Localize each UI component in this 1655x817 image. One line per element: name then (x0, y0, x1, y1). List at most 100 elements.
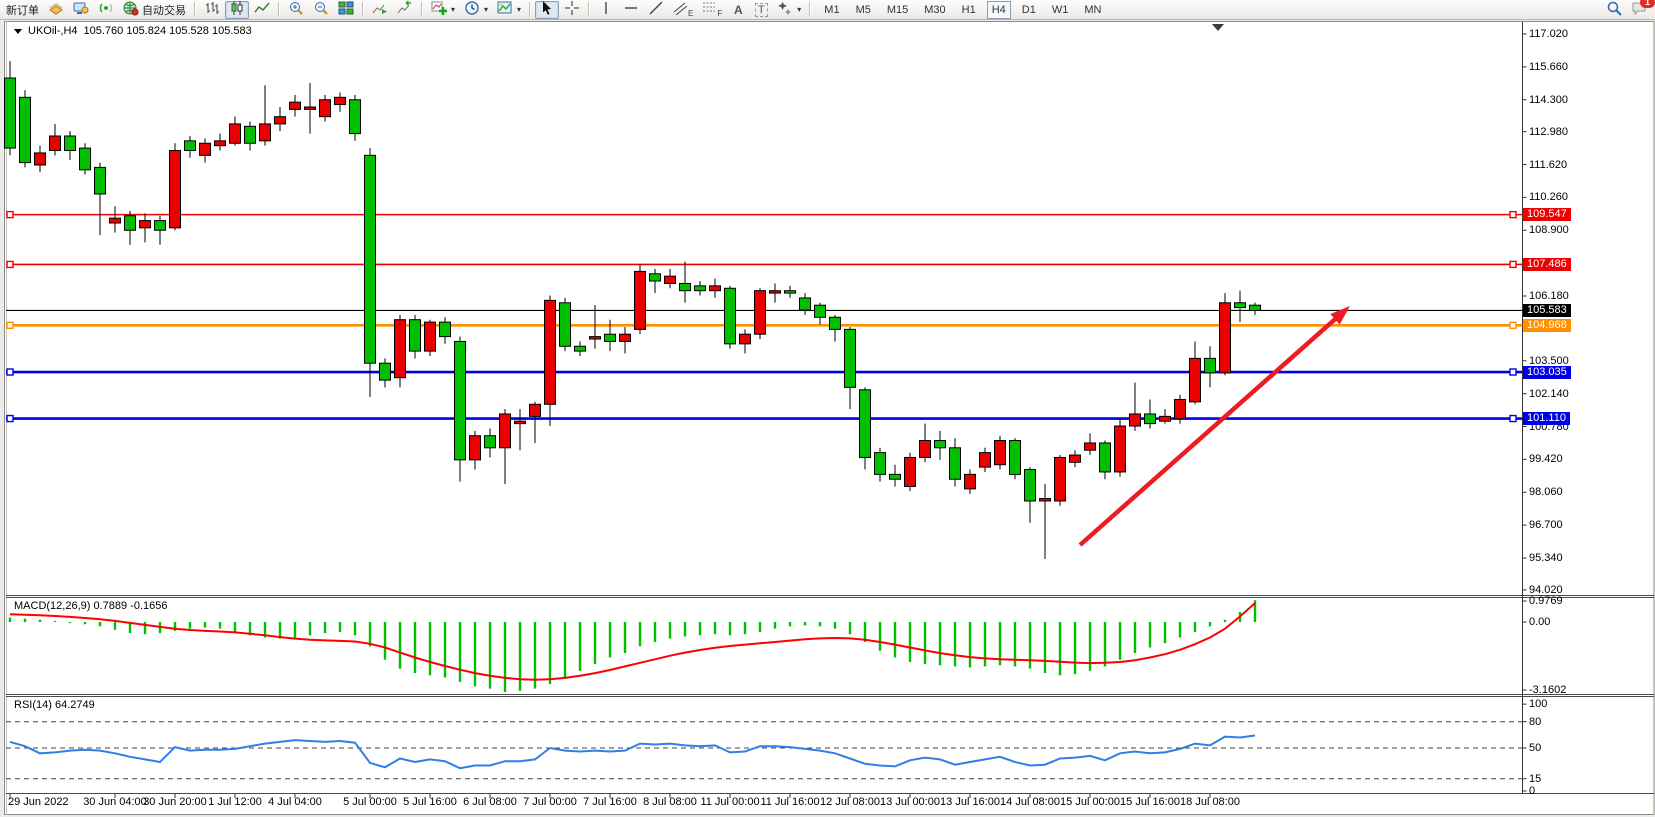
indicator-plus-icon (431, 0, 447, 19)
candle (724, 285, 736, 349)
candle (574, 341, 586, 356)
candle (949, 438, 961, 487)
toolbar-separator (362, 2, 364, 17)
candle (1129, 382, 1141, 431)
price-line-handle-left[interactable] (6, 260, 14, 269)
auto-scroll-button[interactable] (368, 1, 392, 19)
cursor-tool-button[interactable] (535, 0, 560, 19)
chart-window-title: UKOil-,H4 105.760 105.824 105.528 105.58… (14, 25, 252, 37)
candle (544, 295, 556, 427)
price-line-handle-right[interactable] (1509, 321, 1517, 329)
dropdown-caret-icon[interactable]: ▾ (797, 5, 802, 14)
candle (1159, 409, 1171, 424)
zoom-in-button[interactable] (284, 1, 308, 19)
candle (814, 302, 826, 325)
price-line-handle-left[interactable] (6, 414, 14, 423)
price-line-handle-left[interactable] (6, 321, 14, 329)
timeframe-button-m30[interactable]: M30 (924, 3, 946, 16)
candle (334, 92, 346, 112)
price-line-handle-left[interactable] (6, 368, 14, 376)
tile-windows-icon (338, 0, 354, 19)
timeframe-button-d1[interactable]: D1 (1021, 3, 1036, 16)
equidistant-channel-tool-button[interactable]: E (669, 1, 697, 19)
dropdown-caret-icon[interactable]: ▾ (517, 5, 522, 14)
candle (694, 281, 706, 296)
vertical-line-icon (598, 0, 614, 19)
price-line-handle-right[interactable] (1509, 260, 1517, 269)
line-chart-mode-button[interactable] (250, 1, 274, 19)
candle (1144, 399, 1156, 429)
search-icon[interactable] (1606, 0, 1623, 20)
candle (799, 293, 811, 315)
bar-chart-mode-button[interactable] (200, 1, 224, 19)
candle (304, 82, 316, 134)
arrows-tool-button[interactable]: ▾ (773, 1, 805, 19)
autotrading-button[interactable]: 自动交易 (119, 1, 190, 19)
notifications-button[interactable]: 1 (1631, 0, 1655, 20)
chart-dropdown-icon[interactable] (14, 28, 22, 34)
candle (709, 278, 721, 298)
candle (1084, 433, 1096, 456)
price-line-handle-right[interactable] (1509, 368, 1517, 376)
candle (589, 305, 601, 349)
horizontal-line-icon (623, 0, 639, 19)
candle (94, 162, 106, 236)
chart-shift-marker-icon[interactable] (1212, 24, 1224, 31)
text-tool-button[interactable]: A (727, 1, 749, 19)
zoom-out-button[interactable] (309, 1, 333, 19)
channel-icon (673, 0, 688, 19)
candlestick-mode-button[interactable] (225, 0, 249, 19)
candle (1189, 341, 1201, 405)
candle (409, 314, 421, 359)
candlestick-icon (229, 0, 245, 19)
candle (469, 430, 481, 470)
text-a-glyph: A (733, 2, 743, 17)
fibonacci-tool-button[interactable]: F (698, 1, 726, 19)
candle (1204, 346, 1216, 388)
rsi-line (9, 734, 1256, 770)
horizontal-line-tool-button[interactable] (619, 1, 643, 19)
vertical-line-tool-button[interactable] (594, 1, 618, 19)
candle (844, 326, 856, 410)
trendline-icon (648, 0, 664, 19)
rsi-indicator-label: RSI(14) 64.2749 (14, 699, 95, 711)
dropdown-caret-icon[interactable]: ▾ (451, 5, 456, 14)
dropdown-caret-icon[interactable]: ▾ (484, 5, 489, 14)
chart-shift-button[interactable] (393, 0, 417, 19)
order-history-button[interactable] (44, 1, 68, 19)
templates-button[interactable]: ▾ (493, 1, 525, 19)
signals-button[interactable] (94, 1, 118, 19)
candle (1039, 484, 1051, 559)
tile-windows-button[interactable] (334, 1, 358, 19)
price-line-handle-right[interactable] (1509, 414, 1517, 423)
chart-symbol-period: UKOil-,H4 (28, 25, 78, 37)
candle (1174, 394, 1186, 424)
add-indicator-button[interactable]: ▾ (427, 1, 459, 19)
price-line-handle-left[interactable] (6, 210, 14, 219)
candle (559, 297, 571, 352)
candle (64, 131, 76, 161)
candle (754, 288, 766, 340)
candle (1009, 438, 1021, 480)
text-label-tool-button[interactable]: T (750, 1, 772, 19)
timeframe-button-m1[interactable]: M1 (824, 3, 840, 16)
timeframe-button-m15[interactable]: M15 (886, 3, 909, 16)
accounts-button[interactable] (69, 1, 93, 19)
periods-button[interactable]: ▾ (460, 1, 492, 19)
timeframe-button-m5[interactable]: M5 (855, 3, 871, 16)
new-order-button[interactable]: 新订单 (2, 1, 43, 19)
candle (889, 464, 901, 487)
timeframe-button-mn[interactable]: MN (1084, 3, 1102, 16)
crosshair-tool-button[interactable] (560, 1, 584, 19)
timeframe-button-w1[interactable]: W1 (1051, 3, 1069, 16)
new-order-label: 新订单 (6, 4, 39, 17)
line-chart-icon (254, 0, 270, 19)
candle (934, 430, 946, 460)
timeframe-button-h1[interactable]: H1 (961, 3, 976, 16)
trendline-tool-button[interactable] (644, 1, 668, 19)
candle (829, 314, 841, 342)
price-line-handle-right[interactable] (1509, 210, 1517, 219)
trend-arrow-line[interactable] (1078, 314, 1340, 547)
timeframe-button-h4[interactable]: H4 (986, 0, 1011, 19)
